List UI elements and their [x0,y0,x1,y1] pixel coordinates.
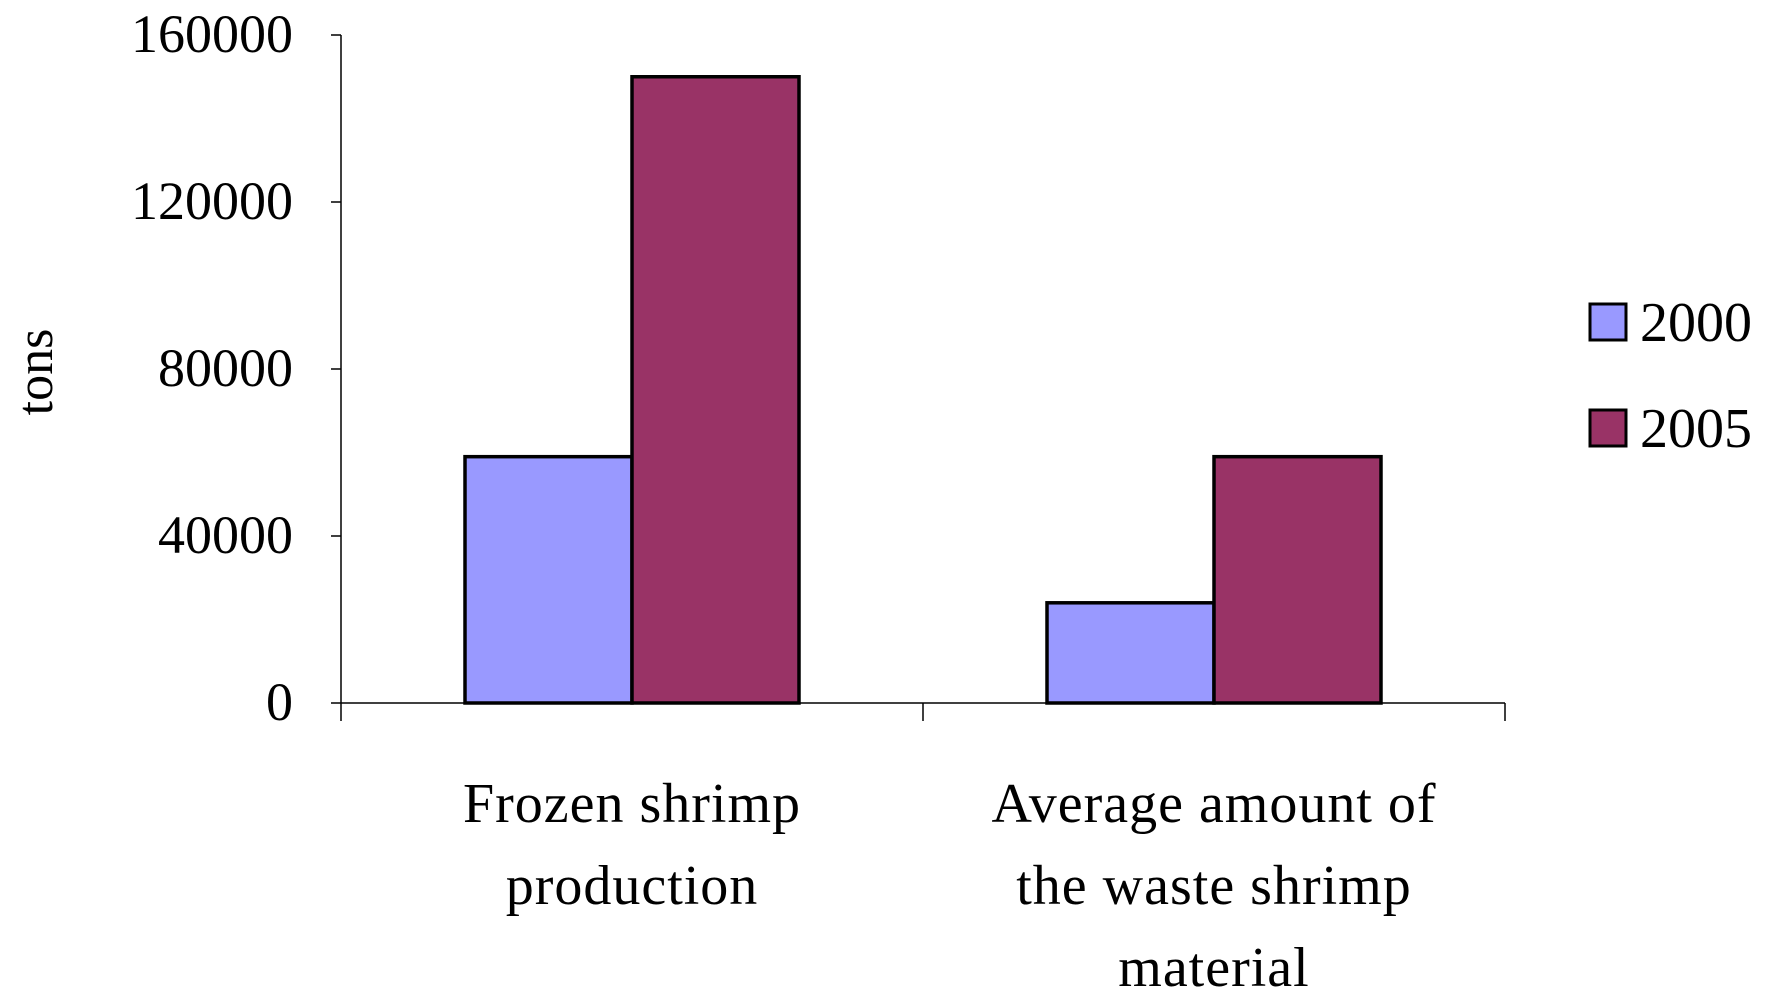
x-tick-label: production [506,855,759,917]
legend-swatch-2000 [1588,302,1628,342]
bar-2005 [1212,454,1383,705]
bar-2000 [1045,601,1216,705]
plot-area: 0 40000 80000 120000 160000 Frozen shrimp prod… [131,4,1506,999]
y-tick-label: 40000 [158,505,293,565]
bar-2005 [630,75,801,705]
y-axis-label: tons [7,329,64,416]
y-tick-label: 80000 [158,338,293,398]
y-tick-label: 160000 [131,4,293,64]
x-tick-label: Frozen shrimp [463,773,801,835]
legend-label-2005: 2005 [1640,398,1752,460]
y-tick-label: 0 [266,672,293,732]
legend-swatch-2005 [1588,408,1628,448]
x-tick-label: material [1118,937,1309,998]
x-tick-label: Average amount of [991,773,1436,835]
x-tick-label: the waste shrimp [1016,855,1411,917]
legend-label-2000: 2000 [1640,292,1752,354]
legend: 2000 2005 [1588,292,1752,460]
bar-2000 [463,454,634,705]
y-tick-label: 120000 [131,171,293,231]
